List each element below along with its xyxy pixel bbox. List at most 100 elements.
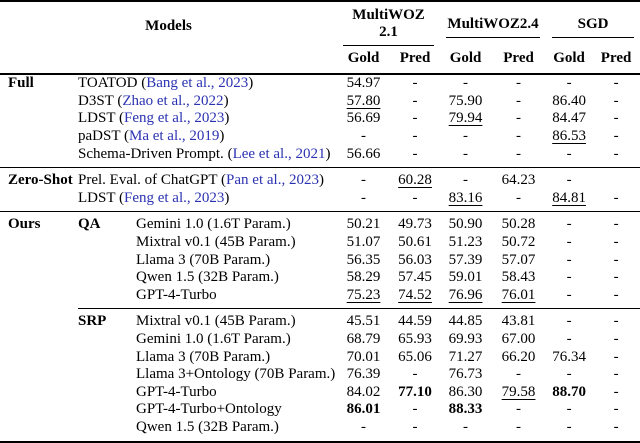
section-label [0,384,78,402]
score-cell: 84.81 [552,189,586,206]
table-row: Qwen 1.5 (32B Param.) 58.29 57.45 59.01 58.4… [0,269,640,287]
method-group-label [78,401,136,419]
score-cell: 45.51 [337,308,391,331]
score-cell: 86.30 [448,383,483,400]
score-cell: - [546,211,593,234]
col-group-multiwoz-2-4-label: MultiWOZ2.4 [446,16,541,38]
score-cell: 50.28 [491,211,547,234]
table-row: Llama 3+Ontology (70B Param.) 76.39 - 76.73… [0,366,640,384]
score-cell: - [516,401,522,418]
citation-link[interactable]: Feng et al., 2023 [123,110,225,127]
section-label [0,366,78,384]
score-cell: 57.39 [448,251,483,268]
score-cell: 79.58 [501,383,536,400]
citation-link[interactable]: Bang et al., 2023 [146,75,249,92]
col-subheader-gold-mw24: Gold [440,46,492,75]
method-group-label: SRP [78,308,136,331]
citation-link[interactable]: Ma et al., 2019 [128,128,220,145]
score-cell: 56.66 [346,145,381,162]
section-label: Ours [0,211,78,234]
score-cell: 88.33 [448,401,483,418]
method-group-label [78,251,136,269]
score-cell: - [412,92,418,109]
score-cell: 71.27 [448,348,483,365]
score-cell: 69.93 [448,331,483,348]
score-cell: 75.23 [346,286,381,303]
method-group-label [78,366,136,384]
col-group-sgd: SGD [546,0,640,46]
score-cell: - [412,189,418,206]
score-cell: 70.01 [346,348,381,365]
score-cell: - [566,366,572,383]
score-cell: 66.20 [501,348,536,365]
method-group-label [78,269,136,287]
table-row: Zero-Shot Prel. Eval. of ChatGPT (Pan et … [0,166,640,190]
score-cell: 59.01 [448,269,483,286]
score-cell: - [516,92,522,109]
method-group-label [78,384,136,402]
model-name: Qwen 1.5 (32B Param.) [136,418,338,443]
score-cell: 65.06 [398,348,432,365]
score-cell: - [613,251,619,268]
score-cell: - [592,211,640,234]
citation-link[interactable]: Lee et al., 2021 [232,145,326,162]
model-name: Llama 3 (70B Param.) [136,251,271,268]
model-name: Schema-Driven Prompt. (Lee et al., 2021) [78,145,331,162]
method-group-label: QA [78,211,136,234]
table-row: GPT-4-Turbo+Ontology 86.01 - 88.33 - - - [0,401,640,419]
citation-link[interactable]: Zhao et al., 2022 [122,92,224,109]
model-name: paDST (Ma et al., 2019) [78,128,225,145]
score-cell: 88.70 [552,383,586,400]
section-label [0,128,78,146]
citation-link[interactable]: Feng et al., 2023 [123,189,225,206]
score-cell: 43.81 [491,308,547,331]
section-label [0,269,78,287]
score-cell: - [566,269,572,286]
table-row: LDST (Feng et al., 2023) - - 83.16 - 84.81 - [0,190,640,212]
section-label [0,234,78,252]
col-subheader-pred-sgd: Pred [592,46,640,75]
score-cell: 56.03 [398,251,432,268]
score-cell: - [463,75,469,92]
score-cell: 83.16 [448,189,483,206]
score-cell: - [516,75,522,92]
table-row: GPT-4-Turbo 75.23 74.52 76.96 76.01 - - [0,287,640,309]
score-cell: 68.79 [346,331,381,348]
score-cell: 74.52 [398,286,432,303]
score-cell: 57.07 [501,251,536,268]
col-subheader-gold-sgd: Gold [546,46,593,75]
score-cell: 77.10 [398,383,432,400]
model-name: GPT-4-Turbo [136,286,217,303]
score-cell: 51.23 [448,234,483,251]
model-name: Qwen 1.5 (32B Param.) [136,269,279,286]
score-cell: - [613,348,619,365]
table-row: Llama 3 (70B Param.) 56.35 56.03 57.39 57.07… [0,251,640,269]
score-cell: - [613,145,619,162]
score-cell: 50.72 [501,234,536,251]
section-label [0,331,78,349]
score-cell: 56.69 [346,110,381,127]
score-cell: - [613,286,619,303]
score-cell: - [613,128,619,145]
score-cell: - [613,331,619,348]
section-label [0,145,78,167]
col-subheader-pred-mw24: Pred [491,46,547,75]
score-cell: - [516,189,522,206]
model-name: GPT-4-Turbo [136,383,217,400]
score-cell: 64.23 [491,166,547,190]
table-row: D3ST (Zhao et al., 2022) 57.80 - 75.90 - 86.4… [0,93,640,111]
score-cell: 50.61 [398,234,432,251]
score-cell: - [592,308,640,331]
score-cell: 50.21 [337,211,391,234]
score-cell: - [613,75,619,92]
citation-link[interactable]: Pan et al., 2023 [226,172,319,189]
section-label [0,309,78,331]
table-row: Full TOATOD (Bang et al., 2023) 54.97 - - - - - [0,74,640,93]
score-cell: - [613,401,619,418]
score-cell: - [412,110,418,127]
method-group-label [78,287,136,309]
score-cell: - [361,189,367,206]
section-label: Full [8,75,34,92]
model-name: Prel. Eval. of ChatGPT (Pan et al., 2023… [78,166,338,190]
score-cell: - [546,418,593,443]
